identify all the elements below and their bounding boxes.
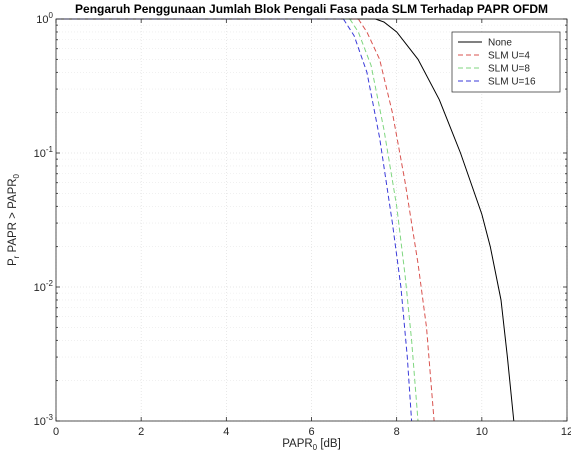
legend-entry: SLM U=8 xyxy=(488,64,530,75)
x-tick-label: 2 xyxy=(138,426,144,438)
y-tick-label: 10-3 xyxy=(34,413,54,428)
ticks: 0 2 4 6 8 10 12 100 10-1 10-2 10-3 xyxy=(34,11,571,438)
y-axis-label: Pr PAPR > PAPR0 xyxy=(7,173,21,266)
y-tick-label: 10-2 xyxy=(34,279,54,294)
legend-entry: None xyxy=(488,38,512,49)
x-tick-label: 4 xyxy=(223,426,229,438)
x-tick-label: 12 xyxy=(561,426,571,438)
y-tick-label: 10-1 xyxy=(34,145,54,160)
x-axis-label: PAPR0 [dB] xyxy=(282,438,341,452)
legend-entry: SLM U=16 xyxy=(488,77,536,88)
chart-title: Pengaruh Penggunaan Jumlah Blok Pengali … xyxy=(75,2,548,16)
x-tick-label: 6 xyxy=(308,426,314,438)
x-tick-label: 8 xyxy=(394,426,400,438)
series-line-3 xyxy=(349,18,419,422)
series-line-2 xyxy=(357,18,435,422)
x-tick-label: 0 xyxy=(53,426,59,438)
series-line-1 xyxy=(375,18,515,422)
x-tick-label: 10 xyxy=(476,426,488,438)
legend-entry: SLM U=4 xyxy=(488,51,530,62)
legend: None SLM U=4 SLM U=8 SLM U=16 xyxy=(451,31,561,93)
y-tick-label: 100 xyxy=(36,11,53,26)
series-line-4 xyxy=(342,18,413,422)
